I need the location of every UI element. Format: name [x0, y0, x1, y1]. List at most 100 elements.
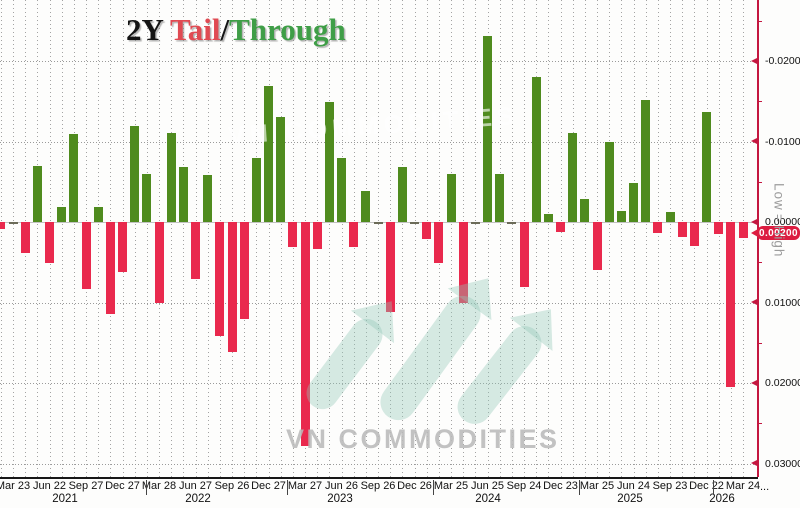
low-high-separator: = — [771, 213, 787, 223]
x-year-label: 2023 — [327, 493, 353, 505]
y-tick-arrow — [751, 138, 757, 144]
x-tick-label: Sep 26 — [360, 480, 396, 492]
bar-through — [483, 36, 492, 222]
y-tick-label: 0.00000 — [765, 216, 800, 228]
bar-tail — [45, 222, 54, 264]
gridline-vertical — [365, 0, 367, 477]
gridline-horizontal — [0, 463, 757, 465]
x-year-label: 2025 — [617, 493, 643, 505]
bar-tail — [726, 222, 736, 387]
bar-through — [32, 165, 42, 223]
bar-tail — [191, 222, 200, 280]
low-label: Low — [771, 183, 787, 211]
x-tick-label: Mar 23 — [0, 480, 31, 492]
bar-through — [616, 210, 626, 222]
gridline-vertical — [584, 0, 586, 477]
bar-tail — [677, 222, 687, 238]
y-minor-tick — [757, 423, 762, 425]
gridline-vertical — [487, 0, 489, 477]
gridline-vertical — [536, 0, 538, 477]
bar-tail — [422, 222, 432, 239]
x-axis-line — [0, 477, 758, 479]
gridline-vertical — [37, 0, 39, 477]
x-tick-label: Mar 25 — [433, 480, 469, 492]
bar-tail — [20, 222, 30, 254]
gridline-vertical — [402, 0, 404, 477]
gridline-vertical — [414, 0, 416, 477]
gridline-vertical — [475, 0, 477, 477]
gridline-vertical — [670, 0, 671, 477]
x-tick-label: Sep 26 — [214, 480, 250, 492]
bar-through — [495, 173, 505, 222]
bar-tail — [385, 222, 395, 313]
bar-through — [629, 182, 638, 222]
gridline-vertical — [13, 0, 14, 477]
plot-area — [0, 0, 757, 477]
gridline-vertical — [572, 0, 574, 477]
year-divider — [713, 480, 714, 495]
gridline-vertical — [645, 0, 647, 477]
gridline-vertical — [98, 0, 100, 477]
year-divider — [579, 480, 580, 495]
bar-through — [166, 133, 176, 222]
bar-through — [203, 174, 213, 222]
gridline-vertical — [682, 0, 684, 477]
title-prefix: 2Y — [126, 12, 170, 47]
bar-tail — [81, 222, 91, 289]
bar-tail — [312, 222, 322, 249]
gridline-vertical — [511, 0, 513, 477]
gridline-horizontal — [0, 383, 757, 384]
bar-tail — [434, 222, 444, 264]
x-tick-label: Jun 26 — [324, 480, 359, 492]
gridline-vertical — [0, 0, 2, 477]
bar-tail — [215, 222, 225, 336]
gridline-vertical — [499, 0, 501, 477]
y-tick-label: 0.02000 — [765, 377, 800, 389]
bar-tail — [458, 222, 468, 303]
y-tick-arrow — [751, 218, 757, 225]
x-tick-label: Sep 23 — [652, 480, 688, 492]
bar-through — [531, 77, 541, 222]
gridline-vertical — [718, 0, 720, 477]
bar-through — [702, 111, 711, 222]
x-tick-label: Mar 25 — [579, 480, 615, 492]
bar-tail — [154, 222, 164, 304]
gridline-vertical — [146, 0, 148, 477]
y-axis-line — [757, 0, 759, 477]
gridline-vertical — [73, 0, 75, 477]
high-label: High — [771, 225, 787, 258]
year-divider — [433, 480, 434, 495]
bar-through — [446, 173, 456, 222]
bar-through — [324, 102, 334, 222]
gridline-vertical — [633, 0, 635, 477]
gridline-vertical — [183, 0, 185, 477]
bar-through — [361, 190, 371, 222]
gridline-vertical — [341, 0, 343, 477]
bar-through — [264, 86, 273, 222]
x-year-label: 2022 — [185, 493, 211, 505]
y-minor-tick — [757, 342, 762, 344]
y-tick-label: -0.01000 — [765, 135, 800, 148]
bar-through — [397, 166, 407, 222]
x-tick-label: Dec 27 — [251, 480, 286, 492]
x-axis-ellipsis: ... — [760, 481, 770, 493]
title-through: Through — [229, 12, 346, 47]
gridline-vertical — [560, 0, 562, 477]
gridline-vertical — [657, 0, 659, 477]
bar-tail — [519, 222, 529, 288]
gridline-vertical — [609, 0, 611, 477]
chart-title: 2Y Tail/Through — [126, 12, 346, 48]
y-minor-tick — [757, 262, 762, 264]
y-tick-label: -0.02000 — [765, 55, 800, 67]
x-tick-label: Sep 27 — [68, 480, 104, 492]
bar-tail — [689, 222, 699, 247]
bar-through — [337, 158, 346, 222]
gridline-horizontal — [0, 141, 757, 143]
watermark-text: VN COMMODITIES — [286, 424, 560, 454]
low-high-axis-annotation: Low = High — [771, 183, 787, 258]
bar-through — [130, 126, 140, 222]
bar-tail — [714, 222, 724, 235]
x-tick-label: Sep 24 — [506, 480, 542, 492]
gridline-vertical — [171, 0, 173, 477]
x-tick-label: Dec 26 — [397, 480, 432, 492]
